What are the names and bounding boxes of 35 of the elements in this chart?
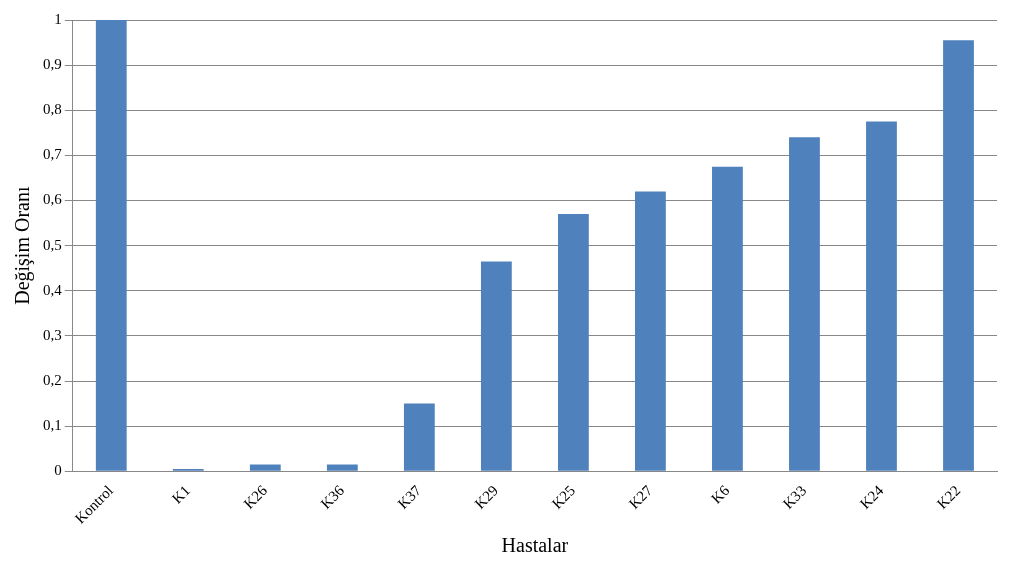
y-tick-label: 0,8 — [43, 101, 62, 118]
bar — [943, 40, 974, 471]
y-tick-label: 0,3 — [43, 326, 62, 343]
y-tick-label: 0,4 — [43, 281, 63, 298]
bar — [95, 20, 127, 471]
x-tick-label: K26 — [240, 481, 271, 512]
y-tick-label: 0,5 — [43, 236, 62, 253]
y-tick-label: 1 — [54, 10, 62, 27]
y-tick-label: 0 — [54, 462, 62, 479]
x-axis-title: Hastalar — [501, 534, 569, 557]
x-tick-label: K22 — [933, 482, 964, 512]
bar — [635, 191, 666, 471]
bar — [712, 166, 743, 471]
y-tick-label: 0,1 — [43, 417, 62, 434]
x-tick-label: K1 — [168, 482, 194, 507]
y-tick-label: 0,2 — [43, 371, 62, 388]
y-axis-title: Değişim Oranı — [11, 186, 35, 305]
x-tick-label: K29 — [471, 482, 502, 512]
bar — [403, 403, 435, 471]
x-tick-label: K37 — [394, 481, 425, 512]
x-tick-label: K24 — [856, 481, 887, 512]
bar — [789, 137, 820, 471]
bar — [249, 464, 281, 471]
bar — [557, 214, 589, 471]
bar — [326, 464, 358, 471]
x-tick-label: K27 — [625, 481, 656, 512]
x-tick-label: K36 — [317, 481, 348, 512]
bar — [480, 261, 512, 471]
y-tick-label: 0,7 — [43, 146, 63, 163]
y-tick-label: 0,6 — [43, 191, 63, 208]
y-tick-label: 0,9 — [43, 56, 62, 73]
x-tick-label: K6 — [708, 481, 733, 507]
x-tick-label: K33 — [779, 482, 810, 512]
bar — [866, 121, 897, 471]
x-tick-label: K25 — [548, 482, 579, 512]
